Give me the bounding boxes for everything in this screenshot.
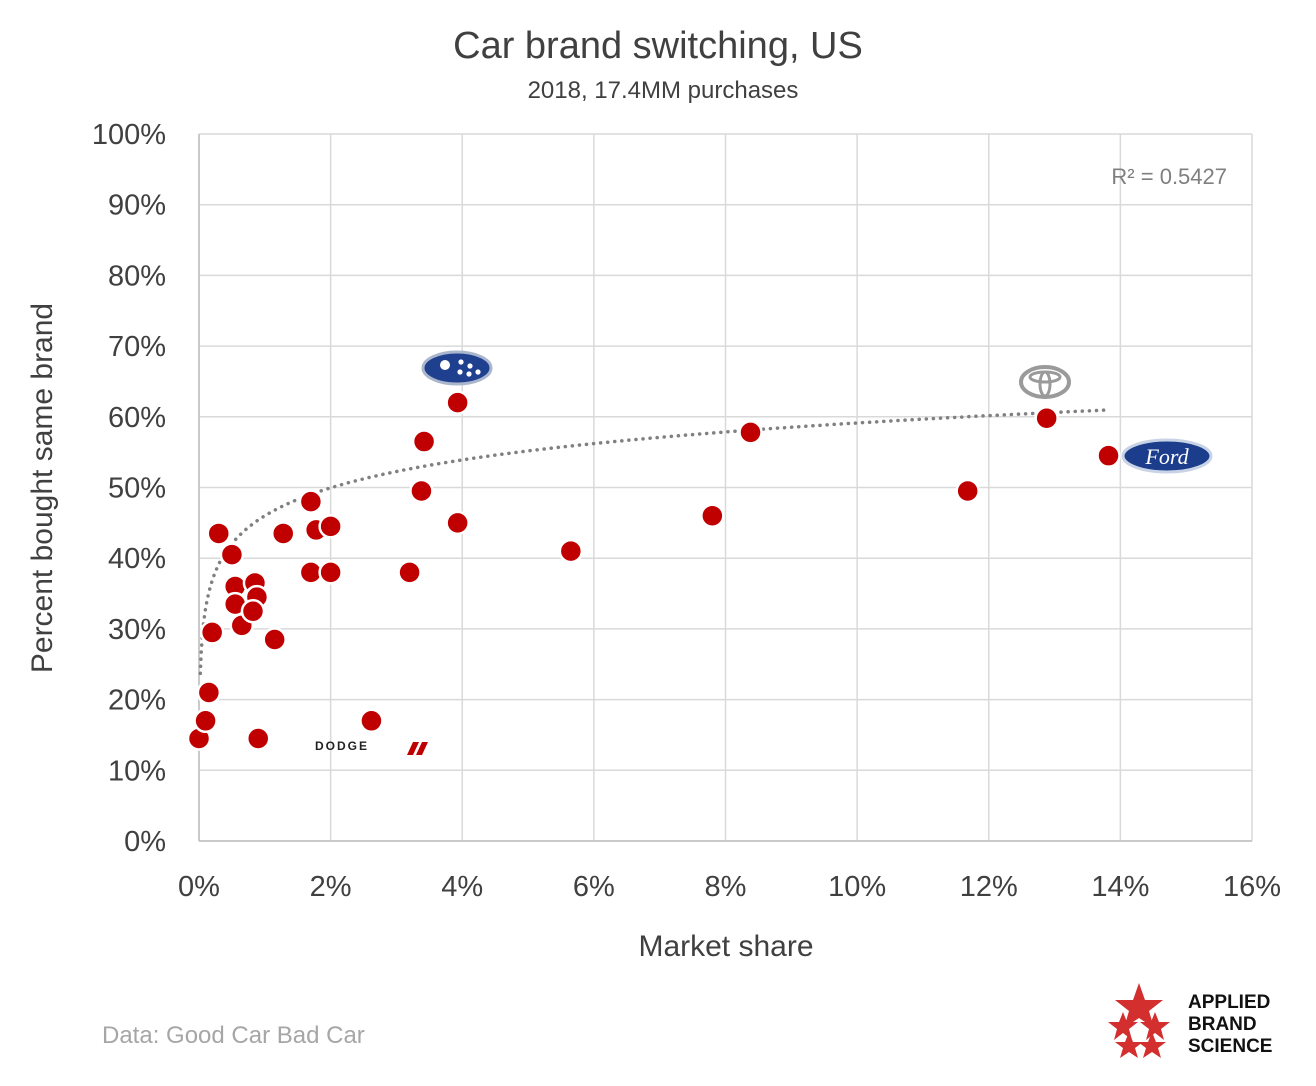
y-tick-label: 80% <box>108 260 166 292</box>
x-tick-label: 10% <box>828 871 886 903</box>
data-point <box>240 598 266 624</box>
y-tick-label: 0% <box>124 826 166 858</box>
y-axis-label: Percent bought same brand <box>26 303 59 673</box>
axes: 0% 10% 20% 30% 40% 50% 60% 70% 80% 90% 100% 0% 2% 4% 6… <box>92 119 1281 903</box>
chart-subtitle: 2018, 17.4MM purchases <box>528 77 799 104</box>
y-tick-label: 20% <box>108 685 166 717</box>
data-point <box>1096 443 1121 468</box>
r-squared-label: R² = 0.5427 <box>1111 164 1227 189</box>
y-tick-label: 100% <box>92 119 166 151</box>
x-axis-label: Market share <box>638 930 813 963</box>
x-tick-label: 8% <box>705 871 747 903</box>
toyota-logo <box>1019 365 1071 399</box>
data-points <box>186 390 1121 751</box>
y-tick-label: 40% <box>108 543 166 575</box>
star-cluster-icon <box>1108 983 1170 1058</box>
grid <box>198 133 1253 842</box>
data-point <box>196 680 222 705</box>
data-point <box>359 708 384 734</box>
y-tick-label: 50% <box>108 473 166 505</box>
data-point <box>700 503 725 529</box>
data-point <box>445 390 470 415</box>
data-point <box>397 560 422 585</box>
trendline-path <box>198 408 1109 676</box>
x-tick-label: 16% <box>1223 871 1281 903</box>
dodge-logo: DODGE <box>315 739 428 755</box>
ford-logo-text: Ford <box>1144 444 1189 469</box>
x-tick-label: 2% <box>310 871 352 903</box>
data-point <box>1034 405 1059 431</box>
x-tick-label: 0% <box>178 871 220 903</box>
data-point <box>298 489 324 514</box>
data-point <box>270 521 296 546</box>
brand-line-2: BRAND <box>1188 1014 1257 1035</box>
x-tick-label: 6% <box>573 871 615 903</box>
data-point <box>245 726 271 751</box>
data-point <box>199 620 225 645</box>
data-point <box>445 510 470 536</box>
data-point <box>206 521 231 546</box>
ford-logo: Ford <box>1121 438 1213 474</box>
trendline <box>198 408 1109 676</box>
applied-brand-science-logo: APPLIED BRAND SCIENCE <box>1108 983 1272 1058</box>
data-point <box>219 542 245 567</box>
data-point <box>738 420 763 445</box>
y-tick-label: 10% <box>108 755 166 787</box>
data-point <box>262 627 287 652</box>
y-tick-label: 30% <box>108 614 166 646</box>
y-tick-label: 60% <box>108 402 166 434</box>
data-point <box>409 478 434 504</box>
brand-line-1: APPLIED <box>1188 992 1270 1013</box>
x-tick-label: 12% <box>960 871 1018 903</box>
data-point <box>955 478 980 504</box>
data-point <box>318 560 343 585</box>
dodge-logo-text: DODGE <box>315 739 369 753</box>
x-tick-label: 14% <box>1091 871 1149 903</box>
data-point <box>318 514 343 539</box>
brand-line-3: SCIENCE <box>1188 1036 1272 1057</box>
data-point <box>558 538 584 564</box>
y-tick-label: 90% <box>108 190 166 222</box>
x-tick-label: 4% <box>441 871 483 903</box>
data-point <box>411 429 437 454</box>
y-tick-label: 70% <box>108 331 166 363</box>
data-source: Data: Good Car Bad Car <box>102 1022 365 1049</box>
subaru-logo <box>421 350 493 386</box>
chart-title: Car brand switching, US <box>453 25 863 67</box>
data-point <box>193 708 218 734</box>
